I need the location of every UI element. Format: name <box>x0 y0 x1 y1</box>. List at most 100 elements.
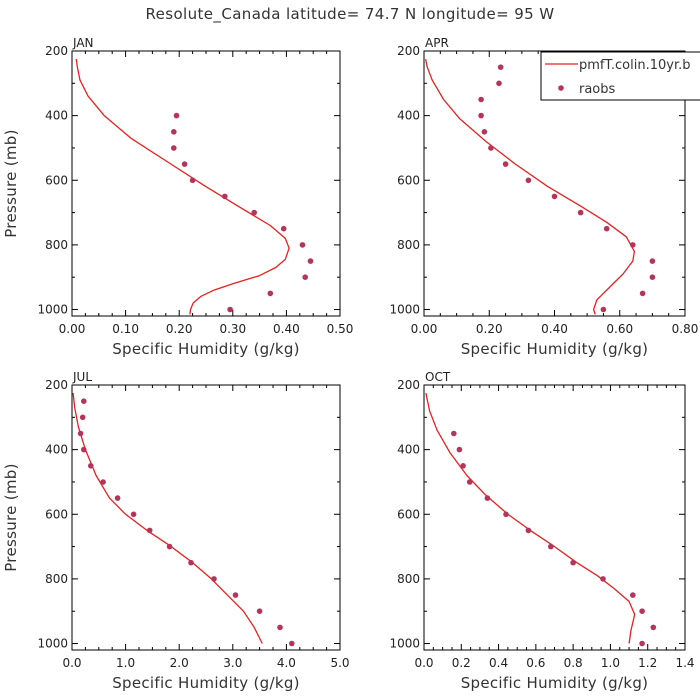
raobs-point <box>307 258 314 264</box>
raobs-point <box>456 446 463 453</box>
panel-label-jul: JUL <box>72 370 92 384</box>
raobs-point <box>289 640 295 647</box>
panel-jan: 0.00 0.10 0.20 0.30 0.40 0.50 200 400 600 800 1000… <box>2 36 353 358</box>
raobs-point <box>189 177 196 184</box>
y-tick-label: 800 <box>397 238 420 252</box>
x-tick-label: 0.40 <box>541 322 568 336</box>
raobs-point <box>525 177 532 184</box>
raobs-point <box>548 543 554 550</box>
raobs-point <box>267 290 274 297</box>
raobs-point <box>227 306 233 313</box>
raobs-point <box>496 80 502 87</box>
x-axis-title: Specific Humidity (g/kg) <box>112 340 300 358</box>
raobs-point <box>649 274 656 281</box>
x-tick-label: 0.40 <box>273 322 300 336</box>
x-tick-label: 0.30 <box>219 322 246 336</box>
y-tick-label: 600 <box>45 173 68 187</box>
panel-label-oct: OCT <box>425 370 451 384</box>
legend-raobs-label: raobs <box>579 82 616 97</box>
raobs-point <box>171 129 177 135</box>
x-tick-label: 0.00 <box>59 322 86 336</box>
model-profile-line <box>75 59 290 315</box>
legend: pmfT.colin.10yr.b raobs <box>540 51 700 101</box>
raobs-point <box>603 225 610 232</box>
raobs-point <box>299 242 306 248</box>
y-tick-label: 200 <box>45 44 68 58</box>
raobs-point <box>77 430 84 437</box>
x-axis-title: Specific Humidity (g/kg) <box>112 674 300 692</box>
raobs-point <box>181 161 188 167</box>
raobs-point <box>81 446 87 453</box>
x-tick-label: 0.80 <box>672 322 699 336</box>
y-tick-label: 1000 <box>389 637 420 651</box>
raobs-point <box>88 463 94 469</box>
panel-jul: 0.0 1.0 2.0 3.0 4.0 5.0 200 400 600 800 1000 JUL Spe… <box>2 370 350 692</box>
x-tick-label: 4.0 <box>277 656 296 670</box>
y-tick-label: 800 <box>45 572 68 586</box>
x-tick-label: 0.50 <box>327 322 354 336</box>
y-axis-title: Pressure (mb) <box>2 129 20 238</box>
x-tick-label: 0.8 <box>564 656 583 670</box>
raobs-point <box>630 242 636 248</box>
x-tick-label: 0.0 <box>414 656 433 670</box>
model-profile-line <box>72 393 263 644</box>
raobs-point <box>570 559 576 566</box>
raobs-point <box>577 209 584 216</box>
raobs-point <box>280 225 287 232</box>
x-tick-label: 0.00 <box>411 322 438 336</box>
y-tick-label: 200 <box>45 378 68 392</box>
raobs-point <box>478 96 484 103</box>
plot-frame <box>71 384 341 651</box>
raobs-point <box>600 576 606 582</box>
panel-label-jan: JAN <box>72 36 94 50</box>
panel-apr: 0.00 0.20 0.40 0.60 0.80 200 400 600 800 1000 APR S… <box>389 36 698 358</box>
raobs-point <box>251 209 257 216</box>
y-tick-label: 600 <box>397 507 420 521</box>
raobs-point <box>551 193 558 200</box>
y-tick-label: 400 <box>45 109 68 123</box>
x-tick-label: 1.2 <box>638 656 657 670</box>
raobs-point <box>497 64 504 70</box>
plot-frame <box>71 50 341 317</box>
y-axis-title: Pressure (mb) <box>2 463 20 572</box>
raobs-point <box>502 161 509 167</box>
x-tick-label: 1.0 <box>601 656 620 670</box>
raobs-point <box>100 479 106 485</box>
x-tick-label: 0.20 <box>166 322 193 336</box>
plot-frame <box>423 384 686 651</box>
y-tick-label: 800 <box>397 572 420 586</box>
model-profile-line <box>424 58 636 315</box>
y-tick-label: 1000 <box>37 303 68 317</box>
x-tick-label: 2.0 <box>170 656 189 670</box>
raobs-point <box>302 274 309 281</box>
raobs-point <box>114 495 121 501</box>
y-tick-label: 200 <box>397 378 420 392</box>
panel-label-apr: APR <box>425 36 449 50</box>
raobs-point <box>130 511 137 518</box>
raobs-point <box>525 527 532 534</box>
y-tick-label: 1000 <box>37 637 68 651</box>
raobs-point <box>166 543 173 550</box>
x-tick-label: 0.0 <box>62 656 81 670</box>
raobs-point <box>481 129 488 135</box>
raobs-point <box>503 511 509 518</box>
raobs-point <box>81 398 87 405</box>
x-tick-label: 3.0 <box>223 656 242 670</box>
raobs-point <box>277 624 283 631</box>
raobs-point <box>478 112 484 119</box>
y-tick-label: 1000 <box>389 303 420 317</box>
y-tick-label: 200 <box>397 44 420 58</box>
y-tick-label: 400 <box>397 109 420 123</box>
figure-title: Resolute_Canada latitude= 74.7 N longitu… <box>145 5 554 24</box>
x-tick-label: 0.20 <box>476 322 503 336</box>
raobs-point <box>232 592 239 598</box>
y-tick-label: 400 <box>397 443 420 457</box>
raobs-point <box>649 258 656 264</box>
raobs-point <box>630 592 636 598</box>
x-tick-label: 1.4 <box>675 656 694 670</box>
raobs-point <box>256 608 263 614</box>
y-tick-label: 600 <box>397 173 420 187</box>
raobs-point <box>222 193 228 200</box>
raobs-point <box>639 640 645 647</box>
